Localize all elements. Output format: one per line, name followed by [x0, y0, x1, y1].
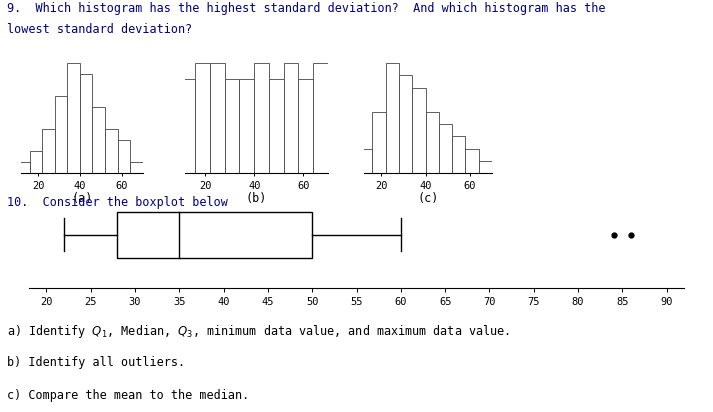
- Bar: [30, 151, 42, 173]
- Bar: [452, 136, 466, 173]
- X-axis label: (b): (b): [246, 192, 267, 205]
- X-axis label: (a): (a): [71, 192, 93, 205]
- X-axis label: (c): (c): [417, 192, 438, 205]
- Bar: [130, 162, 143, 173]
- Text: lowest standard deviation?: lowest standard deviation?: [7, 23, 193, 36]
- Bar: [240, 79, 255, 173]
- Bar: [478, 161, 492, 173]
- Text: 9.  Which histogram has the highest standard deviation?  And which histogram has: 9. Which histogram has the highest stand…: [7, 2, 605, 15]
- Bar: [180, 79, 195, 173]
- Text: a) Identify $Q_1$, Median, $Q_3$, minimum data value, and maximum data value.: a) Identify $Q_1$, Median, $Q_3$, minimu…: [7, 323, 510, 340]
- Bar: [255, 63, 269, 173]
- Bar: [195, 63, 210, 173]
- Bar: [386, 63, 399, 173]
- Bar: [399, 75, 412, 173]
- Bar: [210, 63, 225, 173]
- Text: b) Identify all outliers.: b) Identify all outliers.: [7, 356, 185, 370]
- Bar: [105, 129, 118, 173]
- Bar: [359, 149, 372, 173]
- Bar: [426, 112, 439, 173]
- Bar: [93, 107, 105, 173]
- Bar: [372, 112, 386, 173]
- Bar: [439, 124, 452, 173]
- Text: 10.  Consider the boxplot below: 10. Consider the boxplot below: [7, 196, 228, 209]
- Bar: [67, 63, 80, 173]
- Bar: [225, 79, 240, 173]
- Bar: [269, 79, 284, 173]
- Bar: [17, 162, 30, 173]
- Bar: [313, 63, 328, 173]
- Bar: [118, 140, 130, 173]
- Bar: [466, 149, 478, 173]
- Bar: [412, 88, 426, 173]
- Bar: [284, 63, 299, 173]
- Text: c) Compare the mean to the median.: c) Compare the mean to the median.: [7, 389, 250, 403]
- Bar: [299, 79, 313, 173]
- Bar: [80, 74, 93, 173]
- Bar: [117, 212, 312, 258]
- Bar: [55, 96, 67, 173]
- Bar: [42, 129, 55, 173]
